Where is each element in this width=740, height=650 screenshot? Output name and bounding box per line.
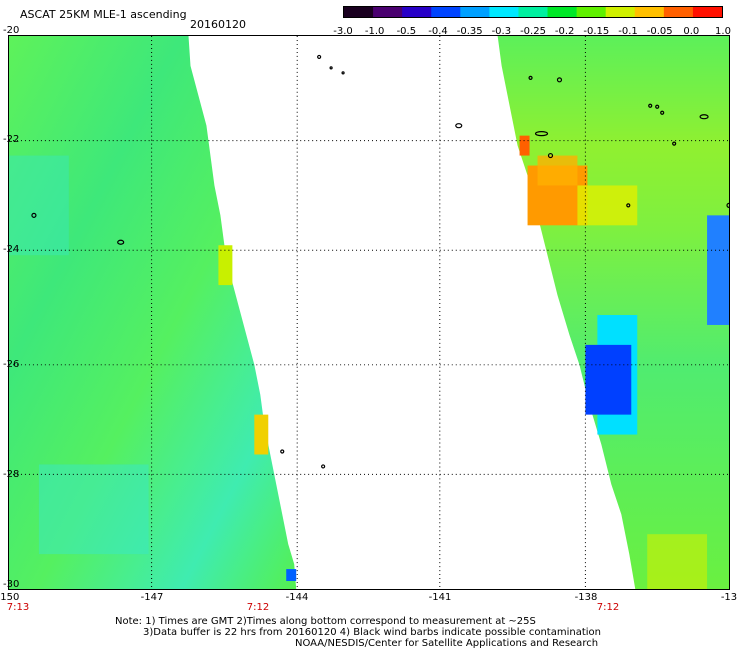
colorbar-segment — [663, 7, 694, 17]
lon-label: -138 — [574, 592, 598, 603]
colorbar-tick-label: 1.0 — [715, 26, 731, 37]
colorbar-segment — [576, 7, 607, 17]
map-panel — [8, 35, 730, 590]
colorbar-tick-label: -0.35 — [456, 26, 483, 37]
colorbar-segment — [518, 7, 549, 17]
lat-label: -30 — [3, 579, 20, 590]
graticule — [9, 36, 729, 589]
colorbar-segment — [489, 7, 519, 17]
colorbar-tick-label: -0.05 — [646, 26, 673, 37]
colorbar — [343, 6, 723, 18]
colorbar-tick-label: -0.3 — [491, 26, 512, 37]
note-line-3: NOAA/NESDIS/Center for Satellite Applica… — [295, 638, 599, 649]
image-title: ASCAT 25KM MLE-1 ascending — [20, 8, 187, 21]
colorbar-tick-label: -0.4 — [428, 26, 448, 37]
colorbar-labels: -3.0 -1.0 -0.5 -0.4 -0.35 -0.3 -0.25 -0.2 -0.15-… — [330, 26, 731, 38]
right-swath — [497, 36, 729, 589]
time-label: 7:12 — [596, 602, 620, 613]
lat-label: -26 — [3, 359, 20, 370]
colorbar-segment — [431, 7, 461, 17]
colorbar-segment — [605, 7, 636, 17]
colorbar-tick-label: -1.0 — [364, 26, 385, 37]
colorbar-tick-label: -0.1 — [618, 26, 638, 37]
image-date: 20160120 — [190, 18, 246, 31]
lon-label: -13 — [720, 592, 738, 603]
lon-label: -147 — [140, 592, 164, 603]
colorbar-segment — [692, 7, 722, 17]
colorbar-segment — [373, 7, 403, 17]
colorbar-tick-label: -0.15 — [583, 26, 610, 37]
lat-label: -22 — [3, 134, 20, 145]
time-label: 7:13 — [6, 602, 30, 613]
lat-label: -28 — [3, 469, 20, 480]
left-swath — [9, 36, 297, 589]
lon-label: -144 — [285, 592, 309, 603]
footnotes: Note: 1) Times are GMT 2)Times along bot… — [115, 616, 601, 649]
note-line-1: Note: 1) Times are GMT 2)Times along bot… — [115, 616, 536, 627]
time-label: 7:12 — [246, 602, 270, 613]
islands — [31, 54, 729, 469]
colorbar-segment — [460, 7, 490, 17]
lon-label: -150 — [0, 592, 20, 603]
colorbar-tick-label: -0.2 — [554, 26, 575, 37]
colorbar-tick-label: -3.0 — [333, 26, 353, 37]
colorbar-tick-label: -0.5 — [396, 26, 417, 37]
lon-label: -141 — [428, 592, 452, 603]
colorbar-segment — [634, 7, 665, 17]
lat-label: -24 — [3, 244, 20, 255]
lat-label: -20 — [3, 25, 20, 36]
note-line-2: 3)Data buffer is 22 hrs from 20160120 4)… — [143, 627, 601, 638]
colorbar-segment — [344, 7, 374, 17]
colorbar-tick-label: -0.25 — [520, 26, 546, 37]
colorbar-segment — [402, 7, 432, 17]
colorbar-tick-label: 0.0 — [683, 26, 700, 37]
colorbar-segment — [547, 7, 578, 17]
